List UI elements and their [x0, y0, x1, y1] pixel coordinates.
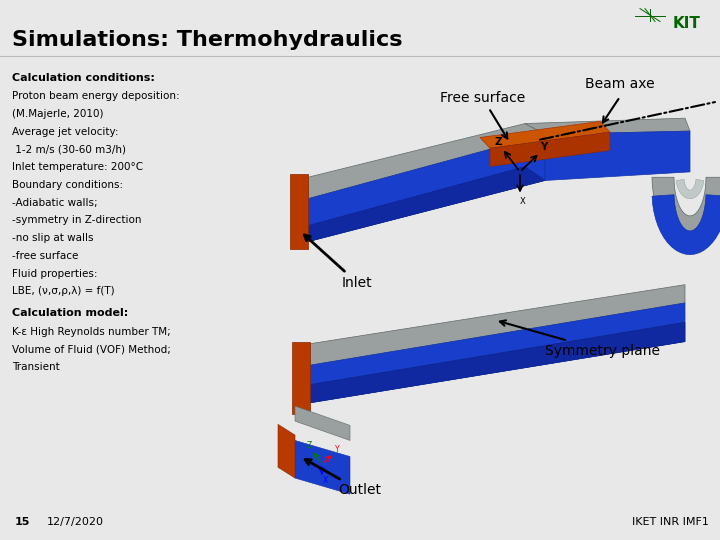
Text: X: X	[520, 197, 526, 206]
Polygon shape	[295, 406, 350, 441]
Text: Calculation conditions:: Calculation conditions:	[12, 73, 155, 83]
Text: Y: Y	[335, 446, 339, 454]
Polygon shape	[525, 118, 690, 134]
Text: Calculation model:: Calculation model:	[12, 308, 128, 318]
Polygon shape	[278, 424, 295, 478]
Text: 1-2 m/s (30-60 m3/h): 1-2 m/s (30-60 m3/h)	[12, 145, 126, 154]
Text: 15: 15	[14, 517, 30, 528]
Polygon shape	[292, 342, 310, 414]
Polygon shape	[652, 195, 720, 254]
Text: 12/7/2020: 12/7/2020	[47, 517, 104, 528]
Text: Y: Y	[540, 143, 548, 152]
Polygon shape	[308, 134, 545, 242]
Polygon shape	[652, 177, 720, 240]
Text: Proton beam energy deposition:: Proton beam energy deposition:	[12, 91, 179, 102]
Polygon shape	[308, 124, 545, 199]
Text: IKET INR IMF1: IKET INR IMF1	[632, 517, 709, 528]
Text: Symmetry plane: Symmetry plane	[500, 320, 660, 357]
Text: Free surface: Free surface	[440, 91, 526, 139]
Text: Transient: Transient	[12, 362, 60, 372]
Polygon shape	[480, 122, 610, 148]
Text: (M.Majerle, 2010): (M.Majerle, 2010)	[12, 109, 104, 119]
Text: Outlet: Outlet	[305, 460, 381, 497]
Text: -no slip at walls: -no slip at walls	[12, 233, 94, 243]
Polygon shape	[295, 441, 350, 494]
Polygon shape	[310, 303, 685, 403]
Text: X: X	[323, 476, 328, 485]
Text: LBE, (ν,σ,ρ,λ) = f(T): LBE, (ν,σ,ρ,λ) = f(T)	[12, 286, 114, 296]
Text: Inlet temperature: 200°C: Inlet temperature: 200°C	[12, 162, 143, 172]
Polygon shape	[545, 131, 690, 180]
Text: -free surface: -free surface	[12, 251, 78, 261]
Text: Fluid properties:: Fluid properties:	[12, 268, 97, 279]
Polygon shape	[490, 132, 610, 166]
Text: KIT: KIT	[672, 16, 700, 31]
Polygon shape	[308, 166, 545, 242]
Text: -symmetry in Z-direction: -symmetry in Z-direction	[12, 215, 142, 225]
Text: Simulations: Thermohydraulics: Simulations: Thermohydraulics	[12, 30, 402, 50]
Text: Z: Z	[494, 137, 502, 147]
Text: Beam axe: Beam axe	[585, 77, 654, 91]
Text: -Adiabatic walls;: -Adiabatic walls;	[12, 198, 98, 208]
Text: Volume of Fluid (VOF) Method;: Volume of Fluid (VOF) Method;	[12, 345, 171, 354]
Text: Z: Z	[307, 441, 312, 450]
Text: Average jet velocity:: Average jet velocity:	[12, 127, 119, 137]
Polygon shape	[310, 285, 685, 365]
Polygon shape	[290, 174, 308, 249]
Polygon shape	[676, 179, 704, 199]
Text: Inlet: Inlet	[305, 235, 373, 290]
Polygon shape	[310, 322, 685, 403]
Text: Boundary conditions:: Boundary conditions:	[12, 180, 123, 190]
Text: K-ε High Reynolds number TM;: K-ε High Reynolds number TM;	[12, 327, 171, 336]
